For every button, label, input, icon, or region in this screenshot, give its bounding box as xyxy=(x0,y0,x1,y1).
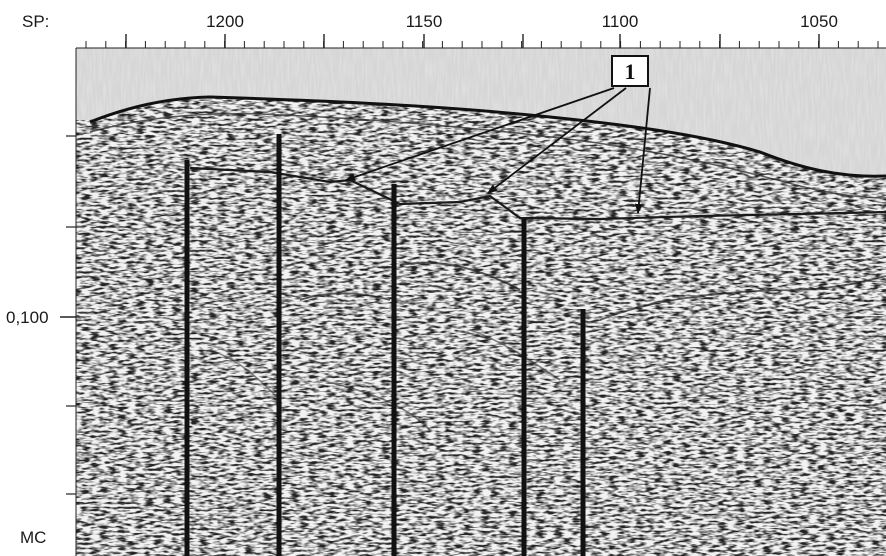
y-axis-unit: MC xyxy=(20,528,46,547)
seafloor-reflector xyxy=(89,95,886,178)
seismic-section-panel xyxy=(76,48,886,556)
x-axis-name: SP: xyxy=(22,12,49,31)
y-tick-label-0100: 0,100 xyxy=(6,308,49,327)
x-tick-label-1150: 1150 xyxy=(406,12,443,31)
horizon-reflector xyxy=(189,166,886,221)
x-tick-label-1100: 1100 xyxy=(602,12,639,31)
x-tick-label-1050: 1050 xyxy=(800,12,838,31)
deep-reflector-3 xyxy=(599,275,886,321)
callout-frame xyxy=(611,55,649,87)
deep-reflector-5 xyxy=(469,329,561,381)
deep-reflector-2 xyxy=(299,292,391,301)
left-axis-ticks xyxy=(60,135,76,495)
callout-arrow-2 xyxy=(487,87,627,194)
callout-arrow-3 xyxy=(634,87,651,214)
deep-reflector-4 xyxy=(319,379,431,431)
callout-box: 1 xyxy=(611,55,649,87)
deep-reflector-1 xyxy=(399,261,521,291)
x-tick-label-1200: 1200 xyxy=(206,12,244,31)
callout-label: 1 xyxy=(625,59,636,84)
subbottom-reflector-1 xyxy=(89,112,886,199)
callout-arrow-1 xyxy=(345,87,615,181)
top-axis-ticks xyxy=(85,34,879,48)
deep-reflector-6 xyxy=(209,349,281,401)
